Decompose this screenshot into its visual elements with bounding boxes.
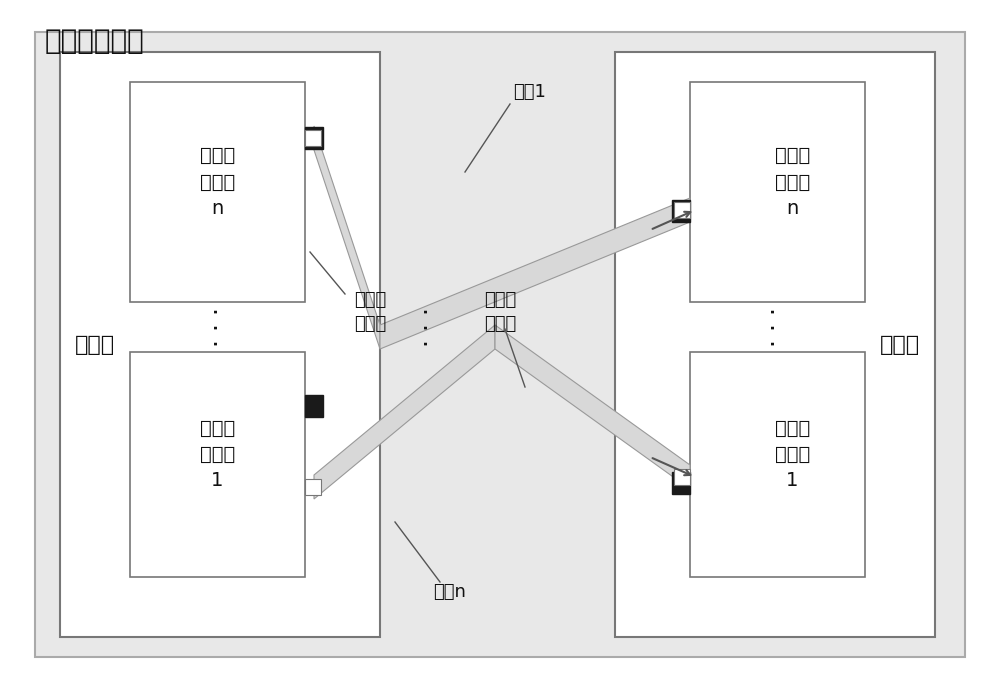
Text: 光接收
适配器
1: 光接收 适配器 1 [775, 419, 810, 490]
Text: 光纤n: 光纤n [434, 583, 466, 601]
Bar [674, 202, 690, 218]
Bar [130, 352, 305, 577]
Text: 单向传输系统: 单向传输系统 [45, 27, 145, 55]
Bar [672, 200, 690, 222]
Text: 光纤1: 光纤1 [514, 83, 546, 101]
Text: 外端机: 外端机 [75, 335, 115, 355]
Polygon shape [495, 325, 690, 489]
Text: 光发送
适配器
1: 光发送 适配器 1 [200, 419, 235, 490]
Text: 内端机: 内端机 [880, 335, 920, 355]
Bar [60, 52, 380, 637]
Polygon shape [314, 126, 380, 349]
Polygon shape [380, 198, 690, 349]
Bar [305, 479, 321, 495]
Text: · · ·: · · · [206, 307, 230, 347]
Bar [305, 130, 321, 146]
Bar [305, 395, 323, 417]
Text: 屏蔽接
收端口: 屏蔽接 收端口 [354, 291, 386, 333]
Polygon shape [314, 325, 495, 499]
Bar [305, 127, 323, 149]
Bar [690, 352, 865, 577]
Bar [130, 82, 305, 302]
Bar [690, 82, 865, 302]
Text: 屏蔽发
送端口: 屏蔽发 送端口 [484, 291, 516, 333]
Text: 光接收
适配器
n: 光接收 适配器 n [775, 146, 810, 218]
Text: · · ·: · · · [416, 307, 440, 347]
Bar [672, 472, 690, 494]
Bar [674, 469, 690, 485]
Text: 光发送
适配器
n: 光发送 适配器 n [200, 146, 235, 218]
Bar [615, 52, 935, 637]
Text: · · ·: · · · [763, 307, 787, 347]
